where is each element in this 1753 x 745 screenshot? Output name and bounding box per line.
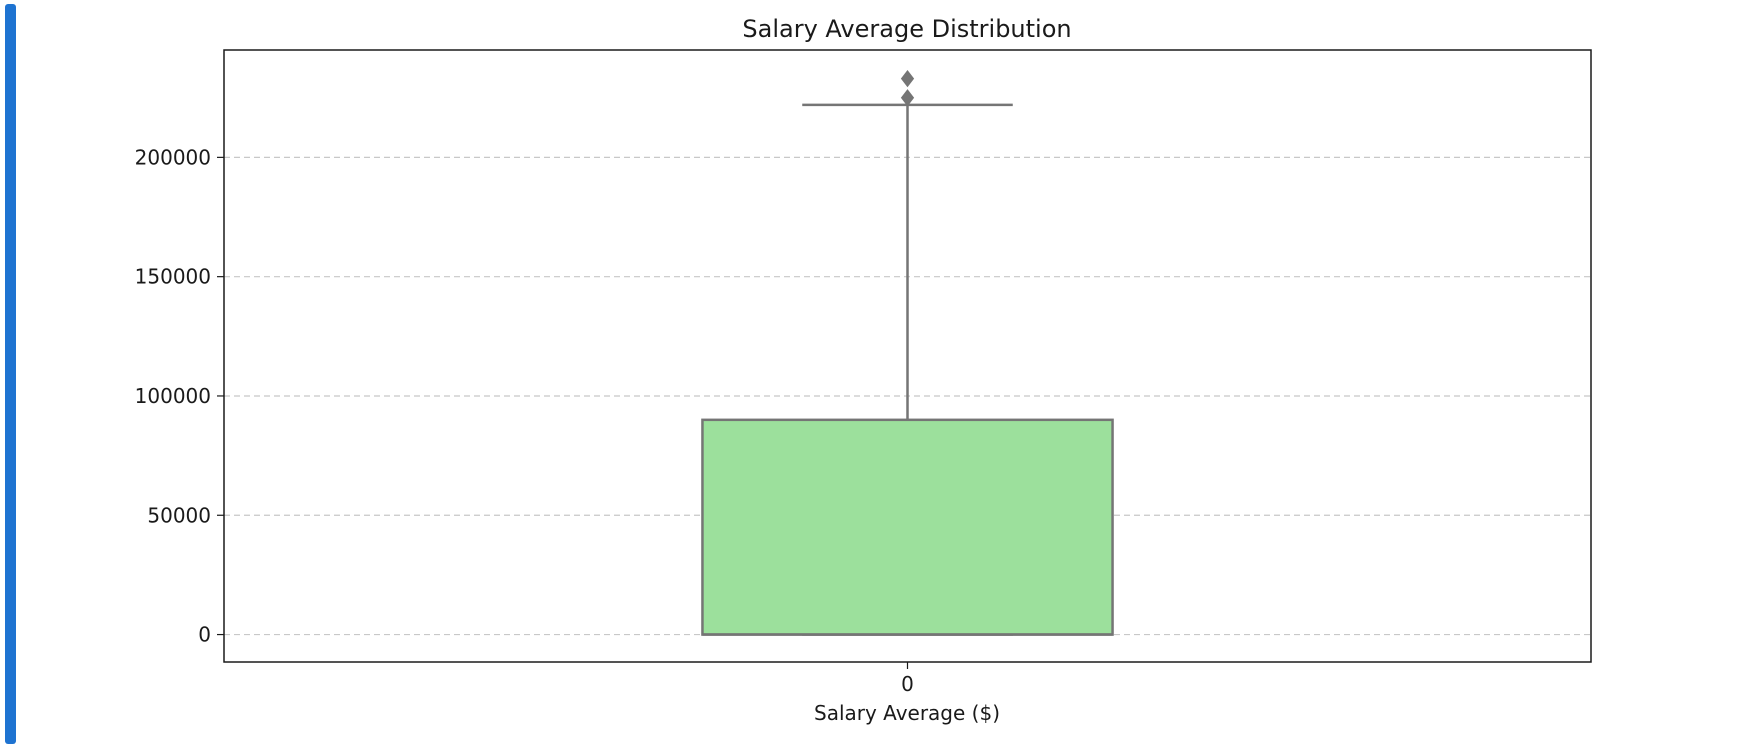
x-tick-label: 0 <box>901 672 914 696</box>
y-tick-label: 100000 <box>135 384 211 408</box>
outlier-point <box>900 70 915 88</box>
left-accent-bar <box>5 4 16 744</box>
y-tick-label: 0 <box>198 623 211 647</box>
axes: 0 50000 100000 150000 200000 0 <box>135 145 914 696</box>
outlier-point <box>900 89 915 107</box>
plot-area <box>701 70 1114 636</box>
y-tick-label: 150000 <box>135 265 211 289</box>
x-axis-label: Salary Average ($) <box>814 701 1000 725</box>
iqr-box <box>701 418 1114 636</box>
y-tick-label: 200000 <box>135 145 211 169</box>
y-tick-label: 50000 <box>147 503 211 527</box>
chart-title: Salary Average Distribution <box>742 15 1071 43</box>
